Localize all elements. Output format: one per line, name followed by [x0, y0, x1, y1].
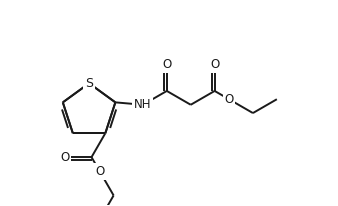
Text: NH: NH: [134, 98, 152, 111]
Text: O: O: [224, 93, 234, 106]
Text: O: O: [210, 58, 219, 71]
Text: O: O: [162, 58, 171, 71]
Text: O: O: [60, 151, 70, 164]
Text: S: S: [85, 77, 93, 90]
Text: O: O: [95, 165, 104, 178]
